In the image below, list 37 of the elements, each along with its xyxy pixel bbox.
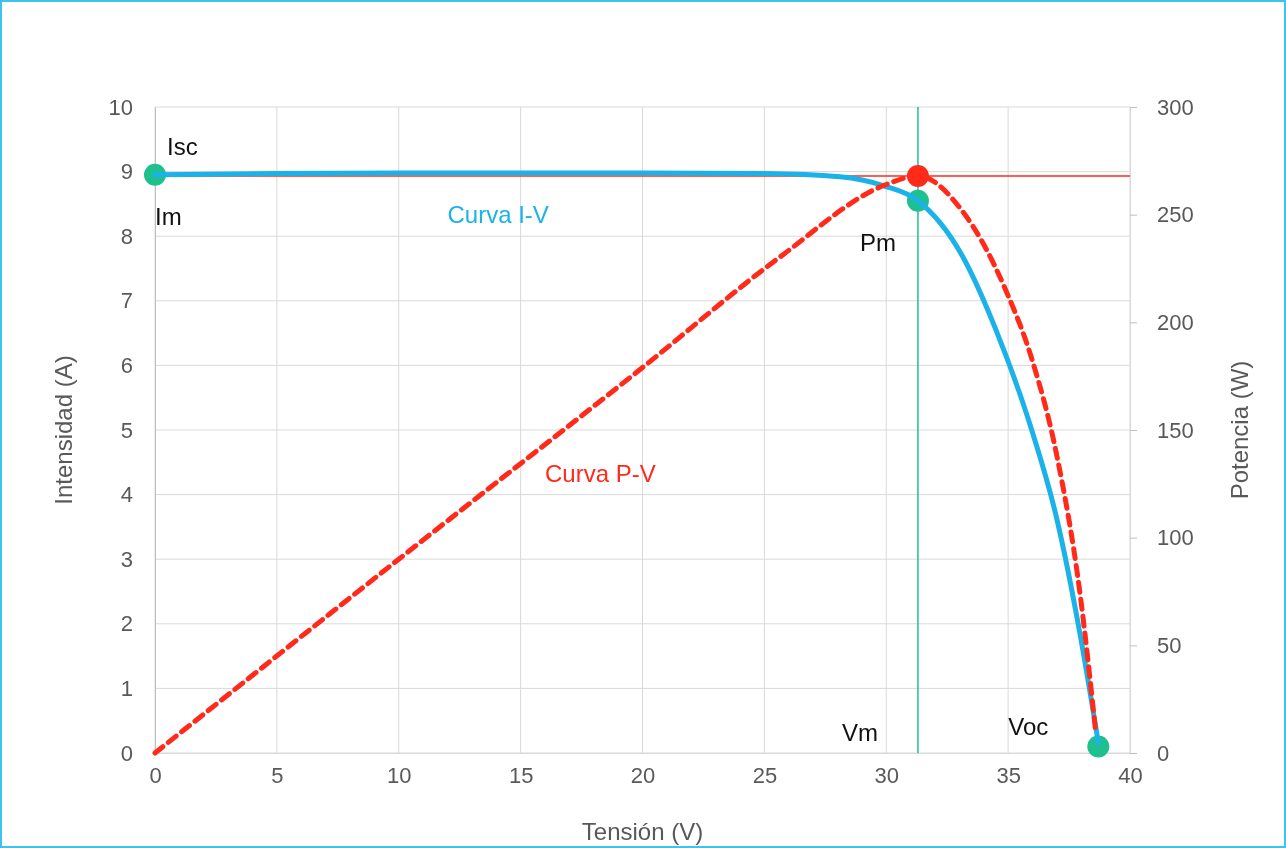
x-tick-label: 5: [271, 762, 284, 788]
y-tick-label: 6: [120, 352, 133, 378]
y-tick-label: 7: [120, 288, 133, 314]
y-tick-label: 2: [120, 611, 133, 637]
x-tick-label: 20: [630, 762, 656, 788]
x-tick-label: 25: [752, 762, 778, 788]
y2-tick-label: 150: [1157, 417, 1194, 443]
y-tick-label: 10: [108, 94, 133, 120]
x-tick-label: 10: [387, 762, 412, 788]
x-axis-title: Tensión (V): [581, 818, 704, 845]
annotation: Im: [155, 202, 182, 230]
series-label: Curva P-V: [545, 459, 656, 487]
y-tick-label: 0: [120, 740, 133, 766]
y2-tick-label: 200: [1157, 309, 1194, 335]
y-tick-label: 4: [120, 482, 133, 508]
y-tick-label: 5: [120, 417, 133, 443]
y2-axis-title: Potencia (W): [1226, 360, 1253, 500]
y-tick-label: 3: [120, 546, 133, 572]
y-axis-title: Intensidad (A): [50, 355, 77, 505]
y2-tick-label: 100: [1157, 525, 1194, 551]
annotation: Isc: [167, 132, 198, 160]
x-tick-label: 0: [149, 762, 162, 788]
y-tick-label: 9: [120, 159, 133, 185]
annotation: Voc: [1008, 712, 1049, 740]
y2-tick-label: 0: [1157, 740, 1170, 766]
x-tick-label: 40: [1118, 762, 1143, 788]
x-tick-label: 30: [874, 762, 899, 788]
x-tick-label: 15: [508, 762, 534, 788]
y-tick-label: 8: [120, 223, 133, 249]
y-tick-label: 1: [120, 675, 133, 701]
annotation: Vm: [841, 719, 878, 746]
series-label: Curva I-V: [447, 201, 549, 229]
y2-tick-label: 50: [1157, 632, 1182, 658]
x-tick-label: 35: [996, 762, 1021, 788]
y2-tick-label: 250: [1157, 202, 1194, 228]
y2-tick-label: 300: [1157, 94, 1194, 120]
annotation: Pm: [859, 228, 896, 256]
